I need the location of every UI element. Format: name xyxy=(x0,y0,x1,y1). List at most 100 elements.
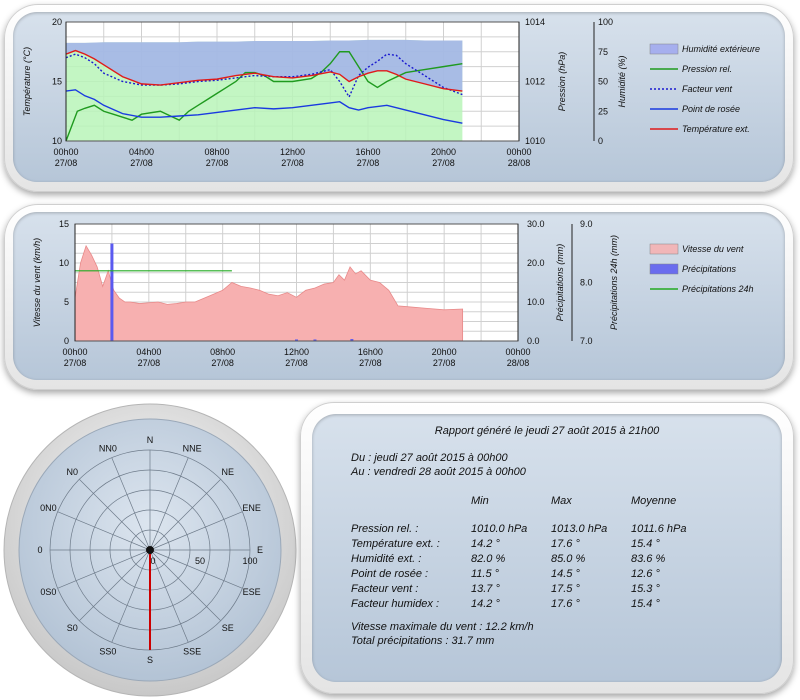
rose-spoke xyxy=(79,479,151,551)
report-row-min: 13.7 ° xyxy=(471,583,500,595)
x-tick-label: 00h00 xyxy=(62,347,87,357)
x-tick-date: 27/08 xyxy=(433,358,456,368)
report-row-min: 1010.0 hPa xyxy=(471,523,528,535)
report-row-max: 17.6 ° xyxy=(551,598,580,610)
legend-swatch xyxy=(649,263,679,275)
rose-scale-label: 100 xyxy=(242,556,257,566)
series-humidity-area xyxy=(66,39,463,92)
series-dewpoint-line xyxy=(65,89,463,124)
report-row-max: 1013.0 hPa xyxy=(551,523,608,535)
rose-direction-label: 0N0 xyxy=(40,503,57,513)
series-rain-bar xyxy=(295,339,298,341)
x-tick-label: 00h00 xyxy=(53,147,78,157)
y-tick-label: 5 xyxy=(64,297,69,307)
rose-direction-label: NN0 xyxy=(99,443,117,453)
x-tick-date: 27/08 xyxy=(206,158,229,168)
report-row-min: 11.5 ° xyxy=(471,568,500,580)
rose-direction-label: N0 xyxy=(66,467,78,477)
y-tick-label: 10 xyxy=(59,258,69,268)
x-tick-date: 27/08 xyxy=(211,358,234,368)
report-total-rain: Total précipitations : 31.7 mm xyxy=(351,635,495,647)
y-tick-label: 0 xyxy=(598,136,603,146)
chart2: 00h0027/0804h0027/0808h0027/0812h0027/08… xyxy=(32,219,754,368)
x-tick-label: 08h00 xyxy=(210,347,235,357)
y-tick-label: 1010 xyxy=(525,136,545,146)
wind-rose: N NNE NE ENE E ESE SE SSE S SS0 S0 0S0 0 0N0 N0 NN0 0 50 1… xyxy=(3,403,297,697)
report-row-label: Facteur humidex : xyxy=(351,598,440,610)
legend-swatch xyxy=(649,243,679,255)
y-tick-label: 15 xyxy=(52,77,62,87)
y-axis-label: Pression (hPa) xyxy=(557,52,567,112)
legend-label: Précipitations 24h xyxy=(682,284,754,294)
rose-spoke xyxy=(57,511,151,551)
report-row-avg: 1011.6 hPa xyxy=(631,523,687,535)
x-tick-date: 28/08 xyxy=(508,158,531,168)
report-header-max: Max xyxy=(551,495,572,507)
rose-direction-label: SS0 xyxy=(99,647,116,657)
legend-label: Humidité extérieure xyxy=(682,44,760,54)
x-tick-label: 12h00 xyxy=(280,147,305,157)
report: Rapport généré le jeudi 27 août 2015 à 2… xyxy=(300,412,794,692)
y-tick-label: 30.0 xyxy=(527,219,545,229)
y-tick-label: 9.0 xyxy=(580,219,593,229)
rose-spoke xyxy=(57,549,151,589)
legend-label: Facteur vent xyxy=(682,84,733,94)
y-tick-label: 10.0 xyxy=(527,297,545,307)
report-max-wind: Vitesse maximale du vent : 12.2 km/h xyxy=(351,621,534,633)
report-header-avg: Moyenne xyxy=(631,495,677,507)
report-row-max: 14.5 ° xyxy=(551,568,580,580)
report-title: Rapport généré le jeudi 27 août 2015 à 2… xyxy=(434,425,660,437)
y-tick-label: 75 xyxy=(598,47,608,57)
series-rain-bar xyxy=(350,339,354,341)
series-temperature-line xyxy=(65,49,463,92)
rose-direction-label: E xyxy=(257,545,263,555)
y-tick-label: 7.0 xyxy=(580,336,593,346)
rose-spoke xyxy=(149,457,189,551)
legend-swatch xyxy=(649,43,679,55)
rose-direction-label: ENE xyxy=(242,503,261,513)
x-tick-date: 27/08 xyxy=(138,358,161,368)
rose-direction-label: S0 xyxy=(67,623,78,633)
x-tick-label: 00h00 xyxy=(505,347,530,357)
report-header-min: Min xyxy=(471,495,489,507)
legend-label: Pression rel. xyxy=(682,64,732,74)
report-row-min: 82.0 % xyxy=(471,553,506,565)
x-tick-date: 27/08 xyxy=(281,158,304,168)
rose-spoke xyxy=(149,549,243,589)
rose-direction-label: ESE xyxy=(243,587,261,597)
report-row-avg: 12.6 ° xyxy=(631,568,660,580)
y-tick-label: 10 xyxy=(52,136,62,146)
x-tick-date: 27/08 xyxy=(64,358,87,368)
rose-spoke xyxy=(149,479,221,551)
rose-spoke xyxy=(111,549,151,643)
y-axis-label: Température (°C) xyxy=(22,47,32,116)
series-wind-area xyxy=(74,244,464,342)
x-tick-date: 27/08 xyxy=(285,358,308,368)
y-tick-label: 1012 xyxy=(525,77,545,87)
y-tick-label: 25 xyxy=(598,106,608,116)
y-axis-label: Précipitations (mm) xyxy=(555,244,565,322)
rose-center-dot xyxy=(146,546,154,554)
rose-spoke xyxy=(111,457,151,551)
rose-spoke xyxy=(149,549,189,643)
rose-direction-label: 0S0 xyxy=(40,587,56,597)
report-panel xyxy=(300,402,794,694)
legend-label: Point de rosée xyxy=(682,104,740,114)
y-tick-label: 50 xyxy=(598,77,608,87)
x-tick-label: 00h00 xyxy=(506,147,531,157)
y-tick-label: 100 xyxy=(598,17,613,27)
report-row-max: 85.0 % xyxy=(551,553,586,565)
rose-direction-label: SE xyxy=(222,623,234,633)
report-row-label: Température ext. : xyxy=(351,538,440,550)
report-row-label: Humidité ext. : xyxy=(351,553,422,565)
report-row-max: 17.6 ° xyxy=(551,538,580,550)
report-row-label: Pression rel. : xyxy=(351,523,419,535)
x-tick-date: 27/08 xyxy=(359,358,382,368)
x-tick-label: 04h00 xyxy=(129,147,154,157)
report-to: Au : vendredi 28 août 2015 à 00h00 xyxy=(351,466,526,478)
report-row-avg: 15.3 ° xyxy=(631,583,660,595)
report-row-avg: 83.6 % xyxy=(631,553,666,565)
x-tick-label: 04h00 xyxy=(136,347,161,357)
x-tick-label: 16h00 xyxy=(358,347,383,357)
y-tick-label: 8.0 xyxy=(580,278,593,288)
